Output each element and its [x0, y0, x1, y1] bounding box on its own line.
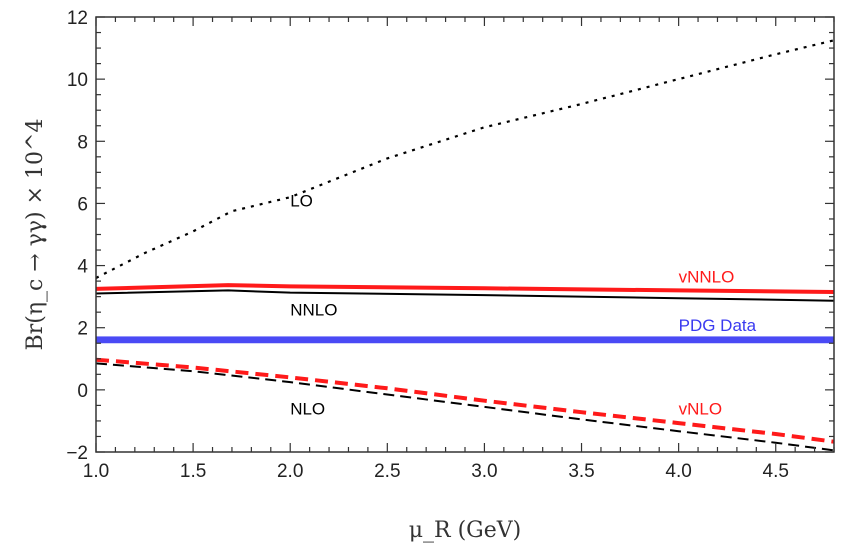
annotation-nnlo: NNLO [290, 300, 337, 319]
annotation-vnnlo: vNNLO [679, 268, 735, 287]
series-line-vnnlo [95, 283, 835, 294]
series-line-nnlo [95, 289, 835, 302]
y-tick-label: 6 [77, 194, 88, 215]
y-tick-label: 4 [77, 257, 88, 278]
y-tick-label: −2 [66, 443, 88, 464]
y-tick-label: 12 [67, 8, 88, 29]
y-tick-label: 8 [77, 132, 88, 153]
band-pdg-data [96, 336, 834, 344]
x-tick-label: 2.5 [374, 461, 400, 482]
series-line-lo [95, 39, 835, 279]
annotation-nlo: NLO [290, 400, 325, 419]
y-tick-label: 2 [77, 319, 88, 340]
x-tick-label: 3.0 [471, 461, 497, 482]
plot-frame [95, 16, 835, 453]
annotation-lo: LO [290, 192, 313, 211]
x-tick-label: 4.5 [763, 461, 789, 482]
x-axis-title: μ_R (GeV) [409, 518, 522, 543]
x-tick-label: 3.5 [568, 461, 594, 482]
x-tick-label: 4.0 [665, 461, 691, 482]
series-line-nlo [95, 362, 835, 452]
series-line-vnlo [95, 357, 835, 444]
x-tick-label: 2.0 [277, 461, 303, 482]
annotation-vnlo: vNLO [679, 400, 722, 419]
annotation-pdg-data: PDG Data [679, 316, 757, 335]
y-tick-label: 10 [67, 70, 88, 91]
x-tick-label: 1.5 [180, 461, 206, 482]
y-axis-title: Br(η_c → γγ) × 10^4 [23, 119, 48, 351]
x-tick-label: 1.0 [83, 461, 109, 482]
y-tick-label: 0 [77, 381, 88, 402]
